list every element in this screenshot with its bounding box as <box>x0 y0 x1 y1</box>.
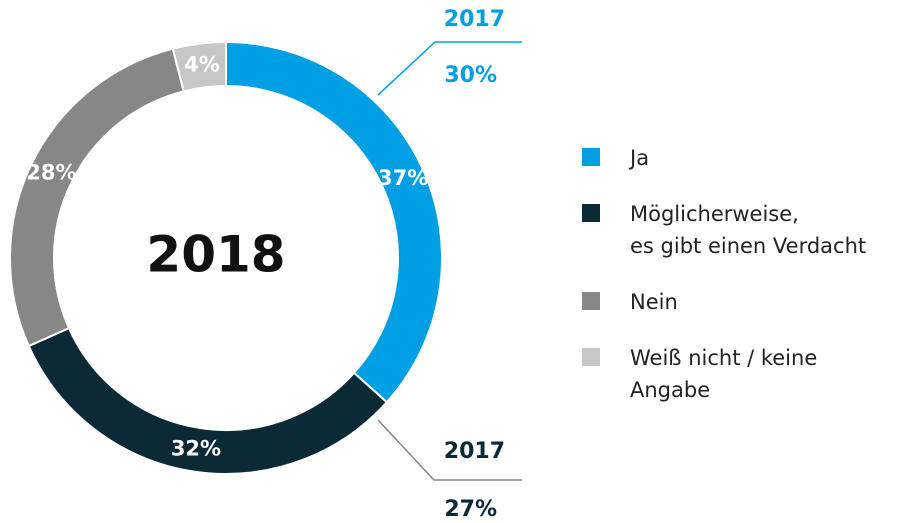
legend-label: Weiß nicht / keine Angabe <box>630 346 818 402</box>
data-label: 28% <box>26 160 76 184</box>
legend-swatch <box>582 148 600 166</box>
data-label: 4% <box>184 52 220 76</box>
data-label: 37% <box>378 166 428 190</box>
legend-swatch <box>582 292 600 310</box>
leader-line <box>377 419 522 481</box>
legend-swatch <box>582 348 600 366</box>
donut-segment <box>225 40 443 404</box>
leader-line <box>377 41 522 96</box>
comparison-value: 27% <box>444 497 497 522</box>
legend-label: Nein <box>630 290 678 314</box>
comparison-year: 2017 <box>444 7 505 32</box>
donut-segment <box>171 40 227 93</box>
comparison-value: 30% <box>444 63 497 88</box>
legend-label: Möglicherweise, es gibt einen Verdacht <box>630 202 867 258</box>
donut-segment <box>9 47 185 348</box>
legend-label: Ja <box>630 146 650 170</box>
legend-swatch <box>582 204 600 222</box>
data-label: 32% <box>171 437 221 461</box>
center-label: 2018 <box>146 226 285 284</box>
comparison-year: 2017 <box>444 439 505 464</box>
